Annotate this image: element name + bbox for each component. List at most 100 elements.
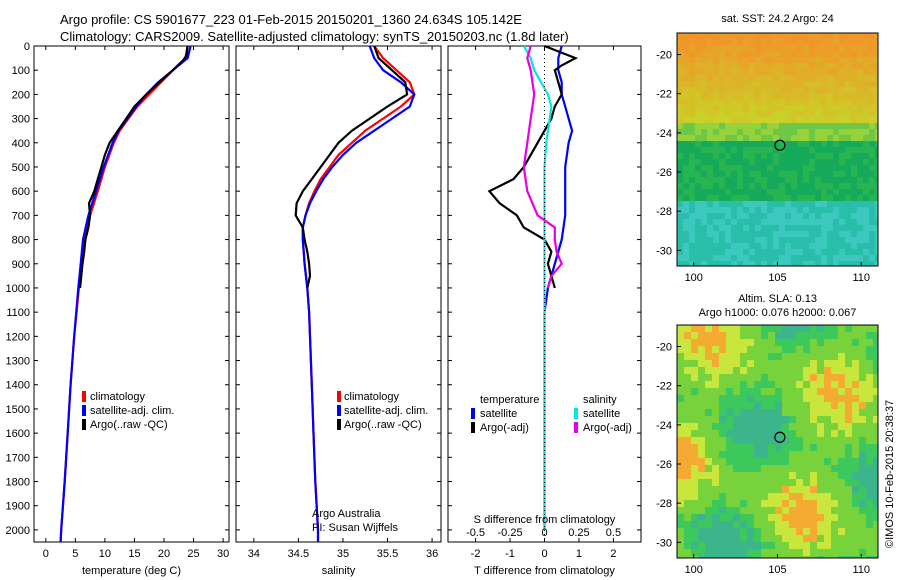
map-cell (797, 111, 803, 117)
map-cell (833, 171, 839, 177)
map-cell (803, 51, 809, 57)
map-cell (754, 353, 761, 360)
map-cell (740, 549, 747, 556)
map-cell (852, 444, 859, 451)
map-cell (754, 507, 761, 514)
map-cell (827, 225, 833, 231)
map-cell (705, 465, 712, 472)
map-cell (833, 33, 839, 39)
map-cell (875, 63, 878, 69)
map-cell (859, 472, 866, 479)
map-cell (803, 189, 809, 195)
map-cell (719, 183, 725, 189)
y-tick-label: 1700 (6, 452, 30, 464)
map-cell (833, 39, 839, 45)
map-cell (803, 542, 810, 549)
map-cell (873, 556, 878, 558)
map-cell (731, 141, 737, 147)
map-cell (768, 416, 775, 423)
map-cell (683, 135, 689, 141)
map-cell (743, 111, 749, 117)
map-cell (789, 360, 796, 367)
map-cell (761, 549, 768, 556)
map-cell (701, 159, 707, 165)
map-cell (809, 219, 815, 225)
map-cell (838, 381, 845, 388)
map-cell (740, 451, 747, 458)
map-cell (833, 105, 839, 111)
map-cell (845, 231, 851, 237)
map-cell (712, 486, 719, 493)
map-cell (761, 159, 767, 165)
map-cell (740, 374, 747, 381)
map-cell (803, 111, 809, 117)
map-cell (726, 325, 733, 332)
map-cell (773, 177, 779, 183)
map-cell (768, 388, 775, 395)
map-cell (796, 416, 803, 423)
map-cell (684, 437, 691, 444)
map-cell (873, 549, 878, 556)
legend-label: Argo(-adj) (480, 422, 529, 434)
map-cell (737, 231, 743, 237)
map-cell (684, 507, 691, 514)
map-cell (773, 135, 779, 141)
map-cell (747, 465, 754, 472)
map-cell (779, 225, 785, 231)
map-cell (817, 416, 824, 423)
y-tick-label: 700 (12, 210, 30, 222)
map-cell (726, 444, 733, 451)
map-cell (768, 339, 775, 346)
map-cell (761, 129, 767, 135)
map-cell (754, 374, 761, 381)
map-cell (705, 535, 712, 542)
map-cell (797, 261, 803, 266)
map-cell (851, 45, 857, 51)
map-cell (731, 39, 737, 45)
map-cell (796, 423, 803, 430)
map-cell (767, 219, 773, 225)
map-cell (803, 437, 810, 444)
x-tick-label: 105 (768, 272, 786, 284)
map-cell (869, 213, 875, 219)
map-cell (725, 213, 731, 219)
map-cell (768, 423, 775, 430)
map-cell (701, 189, 707, 195)
map-cell (866, 472, 873, 479)
map-cell (815, 57, 821, 63)
map-cell (726, 353, 733, 360)
map-cell (838, 451, 845, 458)
map-cell (705, 367, 712, 374)
map-cell (791, 87, 797, 93)
map-cell (747, 486, 754, 493)
map-cell (873, 437, 878, 444)
map-cell (705, 556, 712, 558)
map-cell (796, 430, 803, 437)
map-cell (731, 213, 737, 219)
map-cell (831, 409, 838, 416)
map-cell (789, 339, 796, 346)
map-cell (719, 51, 725, 57)
map-cell (857, 105, 863, 111)
map-cell (695, 225, 701, 231)
map-cell (719, 135, 725, 141)
map-cell (817, 542, 824, 549)
map-cell (740, 444, 747, 451)
map-cell (817, 423, 824, 430)
map-cell (705, 486, 712, 493)
map-cell (733, 353, 740, 360)
map-cell (803, 374, 810, 381)
map-cell (839, 57, 845, 63)
map-cell (782, 381, 789, 388)
y-tick-label: 400 (12, 138, 30, 150)
map-cell (827, 99, 833, 105)
map-cell (726, 423, 733, 430)
map-cell (712, 423, 719, 430)
map-title: Altim. SLA: 0.13 (738, 293, 817, 305)
map-cell (695, 207, 701, 213)
map-cell (803, 339, 810, 346)
map-cell (851, 183, 857, 189)
map-cell (705, 339, 712, 346)
map-cell (713, 213, 719, 219)
map-cell (831, 423, 838, 430)
